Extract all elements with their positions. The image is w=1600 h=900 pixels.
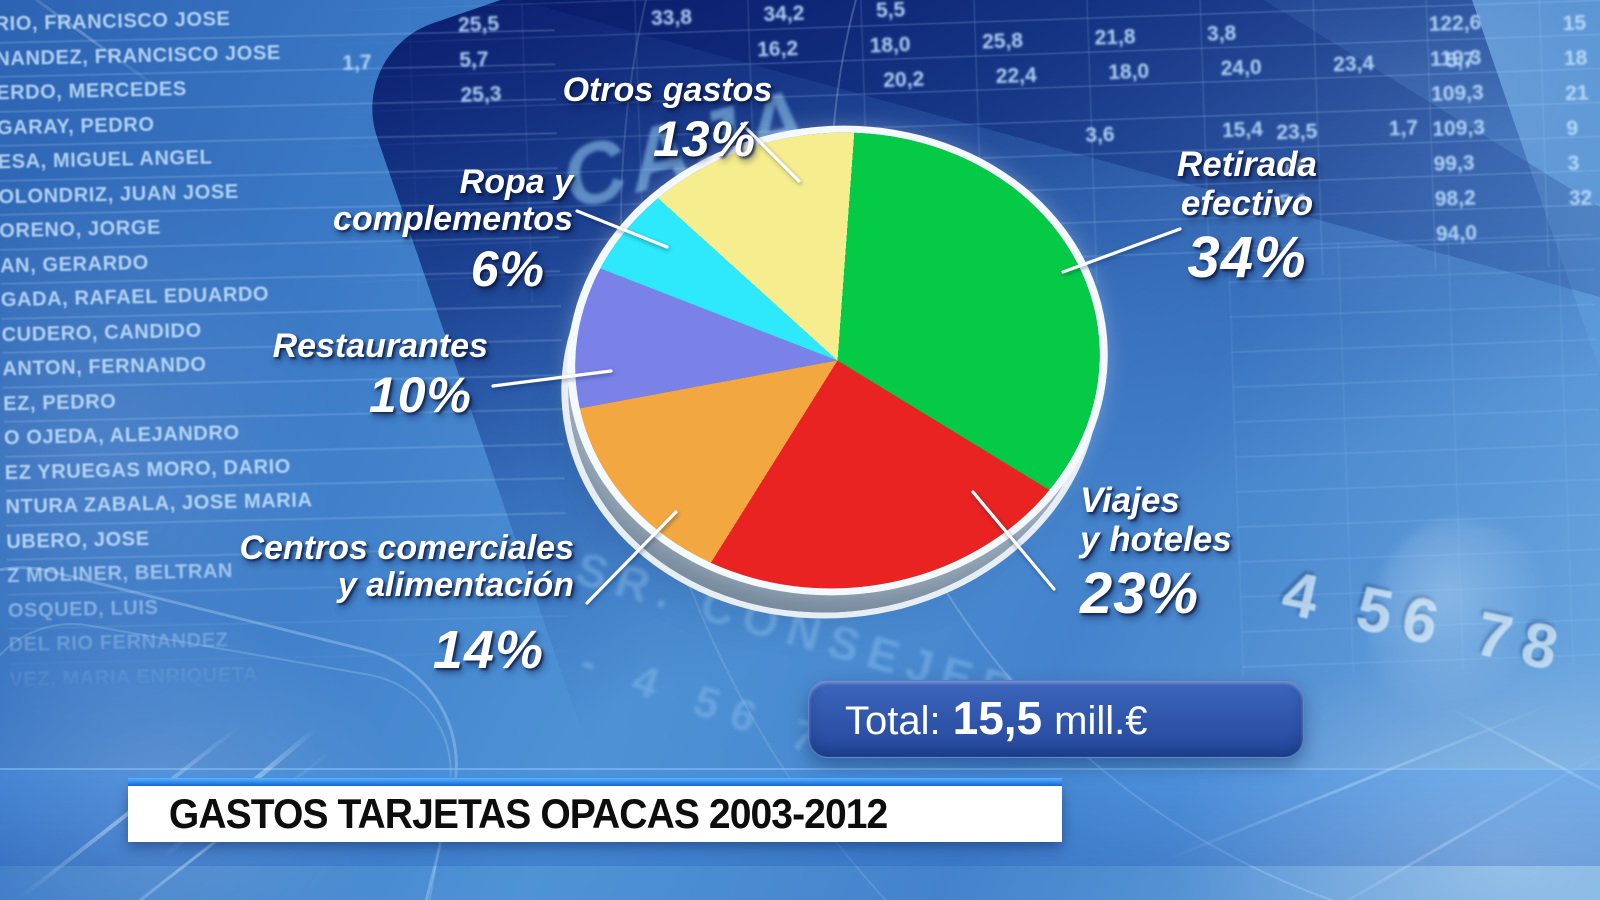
- slice-label-text: Otros gastos: [562, 71, 773, 109]
- slice-label-retirada-efectivo: Retirada efectivo 34%: [1152, 145, 1342, 290]
- slice-label-restaurantes: Restaurantes 10%: [238, 327, 488, 424]
- total-value: 15,5: [952, 692, 1043, 744]
- slice-percent: 14%: [432, 619, 544, 680]
- banner-accent-strip: [128, 778, 1062, 786]
- slice-label-text: efectivo: [1180, 183, 1314, 223]
- total-unit: mill.€: [1054, 699, 1148, 743]
- slice-percent: 10%: [368, 367, 472, 424]
- slice-label-viajes-hoteles: Viajes y hoteles 23%: [1080, 481, 1320, 626]
- pie-chart: [549, 110, 1119, 635]
- slice-label-text: y alimentación: [337, 566, 574, 605]
- total-label: Total:: [845, 699, 941, 743]
- slice-label-text: y hoteles: [1080, 519, 1232, 559]
- slice-label-text: Centros comerciales: [239, 529, 575, 567]
- slice-label-text: Retirada: [1176, 145, 1318, 184]
- slice-label-centros-comerciales: Centros comerciales y alimentación 14%: [200, 529, 575, 680]
- slice-percent: 13%: [652, 111, 757, 168]
- slice-label-text: Restaurantes: [272, 327, 488, 365]
- slice-label-ropa-complementos: Ropa y complementos 6%: [325, 163, 573, 297]
- slice-percent: 6%: [470, 240, 545, 297]
- slice-label-otros-gastos: Otros gastos 13%: [555, 71, 780, 167]
- page-title: GASTOS TARJETAS OPACAS 2003-2012: [168, 790, 888, 837]
- slice-percent: 23%: [1080, 561, 1200, 626]
- title-banner: GASTOS TARJETAS OPACAS 2003-2012: [128, 786, 1062, 842]
- total-box: Total: 15,5 mill.€: [808, 680, 1304, 758]
- slice-label-text: Ropa y: [459, 163, 573, 201]
- slice-label-text: Viajes: [1080, 481, 1180, 520]
- slice-label-text: complementos: [333, 200, 573, 239]
- slice-percent: 34%: [1187, 225, 1307, 290]
